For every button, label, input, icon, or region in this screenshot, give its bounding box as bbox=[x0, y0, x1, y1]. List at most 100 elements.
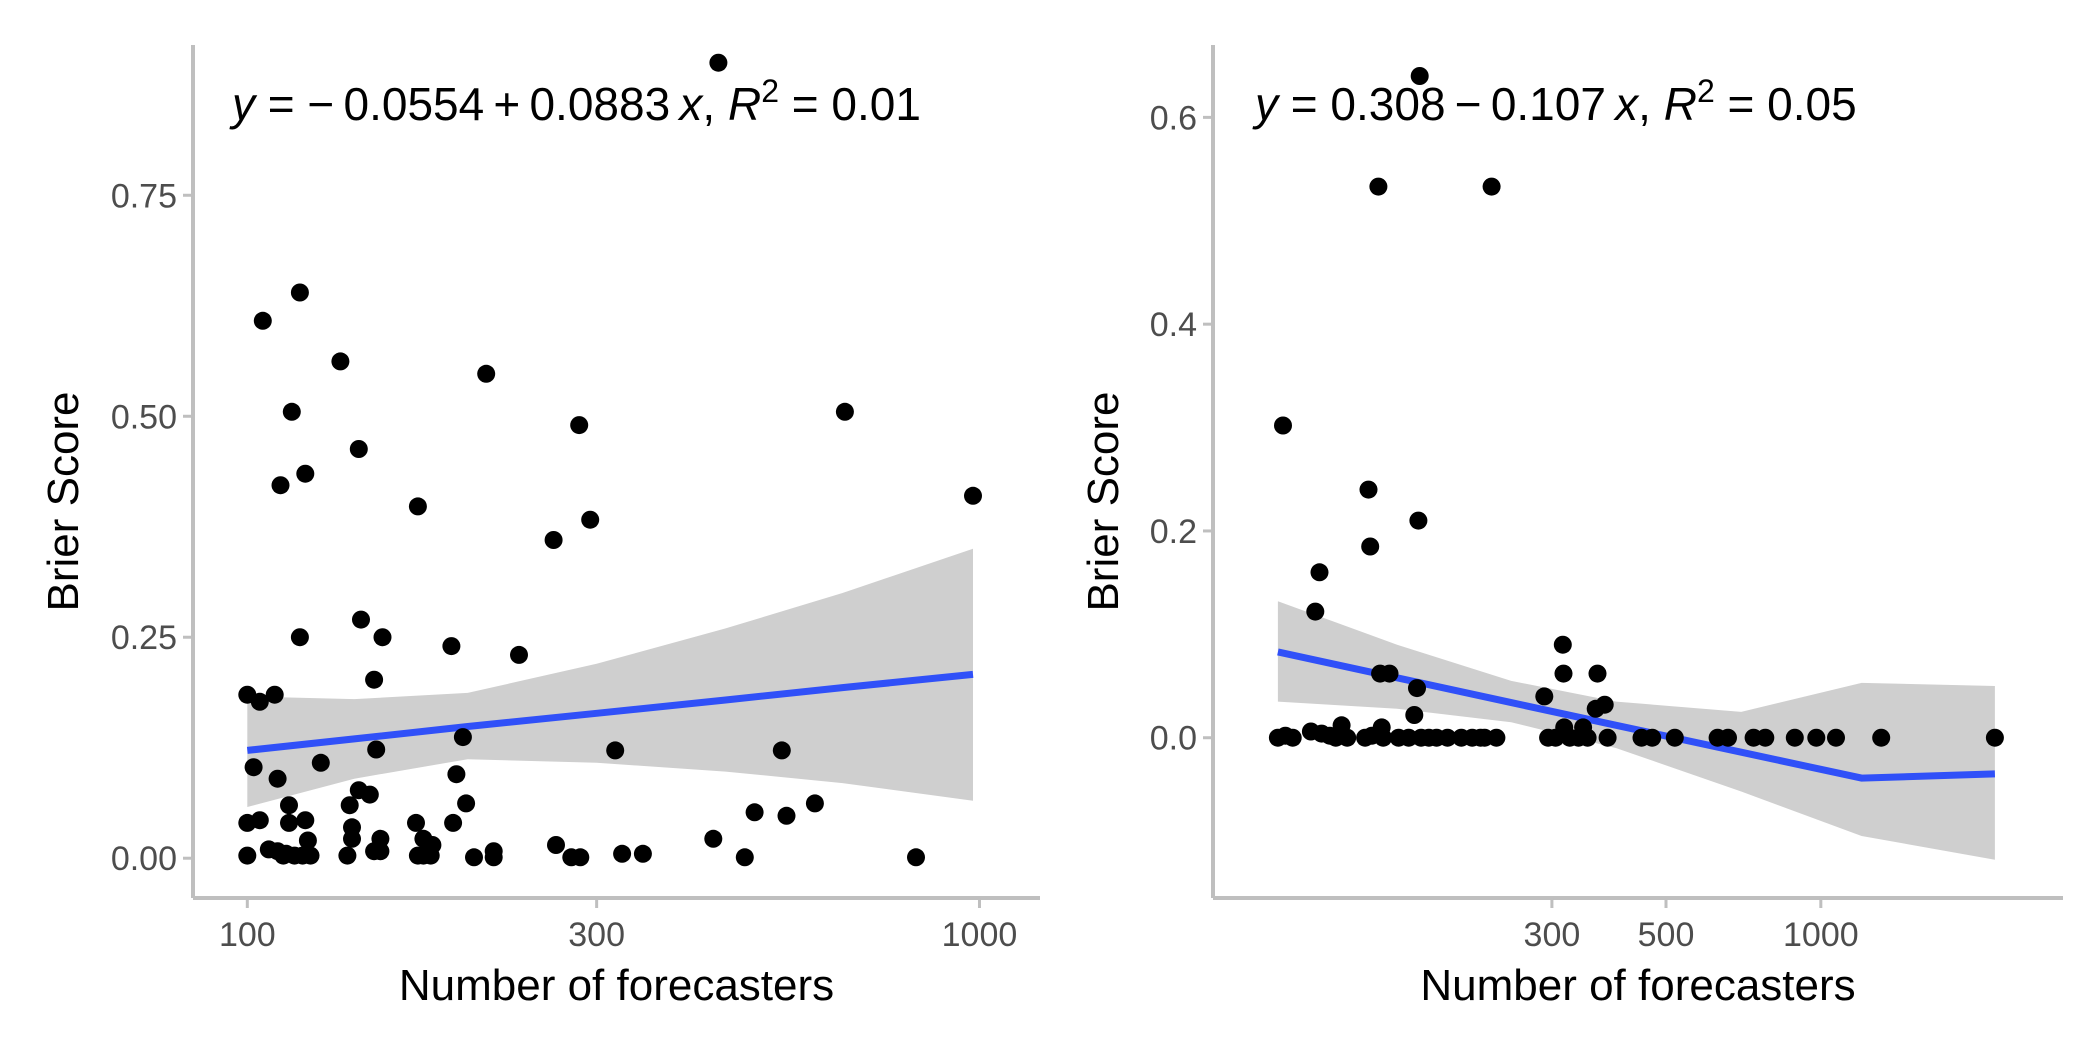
data-point bbox=[453, 728, 472, 747]
data-point bbox=[1598, 728, 1617, 747]
data-point bbox=[1487, 728, 1506, 747]
data-point bbox=[1338, 728, 1357, 747]
data-point bbox=[1408, 679, 1426, 698]
data-point bbox=[907, 848, 925, 867]
right-panel: 0.0 0.2 0.4 0.6 300 500 1000 Number of forecast… bbox=[1079, 45, 2063, 1010]
data-point bbox=[1374, 728, 1393, 747]
data-point bbox=[1553, 635, 1572, 654]
data-point bbox=[1274, 416, 1292, 435]
data-point bbox=[484, 848, 503, 867]
data-point bbox=[340, 796, 359, 815]
data-point bbox=[1985, 728, 2004, 747]
data-point bbox=[349, 440, 368, 458]
data-point bbox=[1409, 511, 1428, 530]
data-point bbox=[1719, 728, 1737, 747]
data-point bbox=[244, 758, 263, 777]
data-point bbox=[290, 283, 309, 302]
x-tick-label: 100 bbox=[219, 916, 276, 954]
x-tick-label: 300 bbox=[1524, 916, 1581, 954]
y-tick-label: 0.0 bbox=[1150, 720, 1197, 758]
x-tick-label: 300 bbox=[568, 916, 625, 954]
y-tick-label: 0.50 bbox=[111, 398, 177, 436]
data-point bbox=[250, 811, 269, 830]
data-point bbox=[1785, 728, 1804, 747]
data-point bbox=[1535, 687, 1554, 706]
data-point bbox=[373, 628, 392, 647]
data-point bbox=[1361, 537, 1380, 556]
data-point bbox=[253, 311, 272, 330]
data-point bbox=[547, 836, 565, 854]
data-point bbox=[365, 670, 384, 689]
data-point bbox=[268, 769, 287, 788]
data-point bbox=[477, 364, 496, 383]
data-point bbox=[1827, 728, 1845, 747]
y-tick-label: 0.75 bbox=[111, 177, 177, 215]
data-point bbox=[1665, 728, 1684, 747]
data-point bbox=[772, 741, 791, 760]
data-point bbox=[1359, 480, 1378, 499]
x-tick-label: 1000 bbox=[942, 916, 1018, 954]
y-tick-label: 0.00 bbox=[111, 840, 177, 878]
data-point bbox=[571, 848, 590, 867]
data-point bbox=[1369, 177, 1388, 196]
data-point bbox=[457, 794, 476, 813]
data-point bbox=[296, 464, 315, 483]
data-point bbox=[606, 741, 625, 760]
data-point bbox=[311, 753, 330, 772]
data-point bbox=[1643, 728, 1662, 747]
data-point bbox=[1410, 67, 1429, 85]
data-point bbox=[331, 352, 350, 371]
data-point bbox=[298, 831, 317, 850]
data-point bbox=[1283, 728, 1302, 747]
data-point bbox=[280, 796, 298, 815]
data-point bbox=[423, 836, 442, 854]
data-point bbox=[835, 402, 854, 421]
data-point bbox=[282, 402, 301, 421]
data-point bbox=[301, 846, 320, 865]
data-point bbox=[735, 848, 754, 867]
data-point bbox=[290, 628, 309, 647]
data-point bbox=[1595, 695, 1614, 714]
left-panel: 0.00 0.25 0.50 0.75 100 300 1000 Number of fore… bbox=[39, 45, 1040, 1010]
data-point bbox=[238, 846, 257, 865]
data-point bbox=[510, 645, 528, 664]
data-point bbox=[613, 844, 632, 863]
data-point bbox=[465, 848, 483, 867]
data-point bbox=[250, 692, 269, 711]
data-point bbox=[633, 844, 652, 863]
data-point bbox=[1588, 664, 1607, 683]
y-tick-label: 0.25 bbox=[111, 619, 177, 657]
data-point bbox=[265, 685, 284, 704]
data-point bbox=[280, 813, 298, 832]
data-point bbox=[360, 785, 379, 804]
data-point bbox=[570, 416, 589, 435]
y-tick-label: 0.4 bbox=[1150, 306, 1197, 344]
data-point bbox=[442, 637, 461, 656]
data-point bbox=[338, 846, 357, 865]
data-point bbox=[271, 476, 290, 495]
data-point bbox=[1438, 728, 1457, 747]
data-point bbox=[447, 765, 466, 784]
data-point bbox=[296, 811, 315, 830]
data-point bbox=[544, 531, 563, 549]
data-point bbox=[709, 53, 728, 72]
confidence-band bbox=[247, 548, 974, 807]
data-point bbox=[1756, 728, 1775, 747]
data-point bbox=[407, 813, 425, 832]
data-point bbox=[704, 829, 723, 848]
data-point bbox=[1578, 728, 1597, 747]
x-tick-label: 1000 bbox=[1783, 916, 1859, 954]
x-tick-label: 500 bbox=[1638, 916, 1695, 954]
y-axis-title: Brier Score bbox=[39, 391, 88, 611]
data-point bbox=[1380, 664, 1399, 683]
data-point bbox=[343, 829, 361, 848]
data-point bbox=[371, 842, 390, 861]
y-axis-title: Brier Score bbox=[1079, 391, 1128, 611]
regression-line bbox=[246, 670, 974, 754]
data-point bbox=[408, 497, 427, 516]
data-point bbox=[805, 794, 824, 813]
data-point bbox=[367, 740, 386, 759]
data-point bbox=[1482, 177, 1501, 196]
data-point bbox=[352, 610, 370, 629]
